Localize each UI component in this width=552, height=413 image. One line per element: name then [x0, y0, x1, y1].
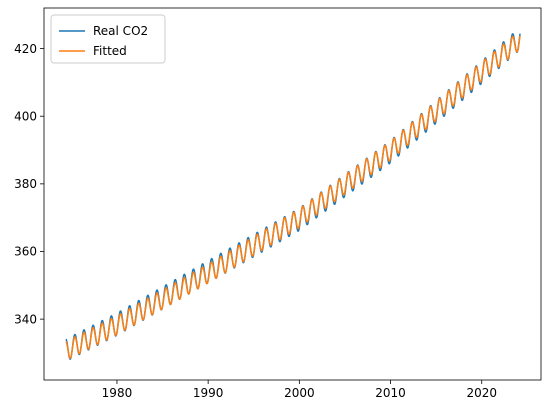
axes: 1980 1990 2000 2010 2020 340 360 380 400 420: [14, 7, 542, 400]
series-line-fitted: [65, 35, 521, 359]
x-tick-label: 2020: [466, 386, 497, 400]
y-tick-label: 340: [14, 312, 37, 326]
x-tick-label: 1990: [193, 386, 224, 400]
x-tick-label: 1980: [102, 386, 133, 400]
legend-label: Real CO2: [93, 24, 148, 38]
y-tick-label: 380: [14, 177, 37, 191]
x-tick-label: 2010: [375, 386, 406, 400]
x-tick-label: 2000: [284, 386, 315, 400]
y-tick-label: 400: [14, 109, 37, 123]
y-tick-label: 360: [14, 245, 37, 259]
axes-frame: [43, 7, 542, 381]
legend: Real CO2 Fitted: [50, 14, 166, 64]
legend-label: Fitted: [93, 44, 127, 58]
plot-area: [65, 33, 521, 360]
y-tick-label: 420: [14, 42, 37, 56]
